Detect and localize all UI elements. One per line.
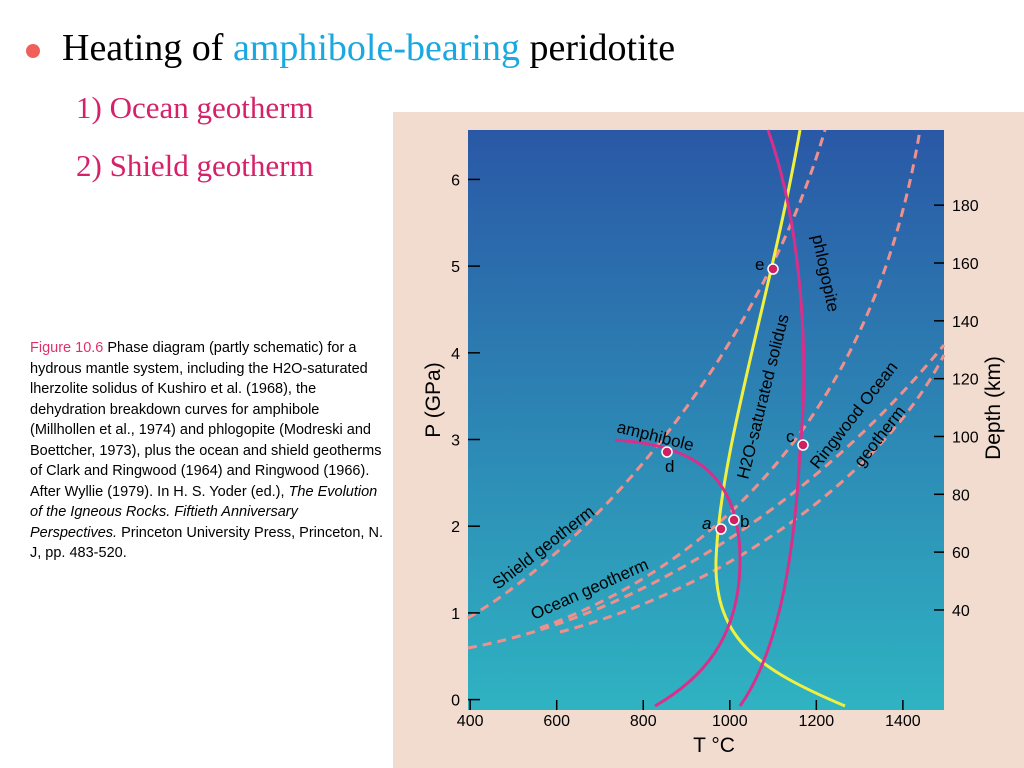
caption-italic: The Evolution of the Igneous Rocks. Fift… [30,483,378,541]
axis-label: Depth (km) [982,356,1005,460]
point-label: e [755,255,764,274]
bullet-dot [26,44,40,58]
point-label: a [702,514,711,533]
list-item: 1) Ocean geotherm [76,90,314,125]
tick-label: 2 [451,519,460,536]
tick-label: 1400 [885,713,921,730]
text: peridotite [519,27,676,69]
tick-label: 3 [451,433,460,450]
tick-label: 6 [451,172,460,189]
tick-label: 60 [952,545,970,562]
text: Heating of [62,27,233,69]
point-labels: a b c d e [665,255,795,533]
tick-label: 0 [451,693,460,710]
tick-label: 800 [630,713,657,730]
highlight: amphibole-bearing [232,27,520,69]
point-label: b [740,512,749,531]
tick-label: 1200 [799,713,835,730]
point-label: d [665,457,674,476]
tick-label: 100 [952,429,979,446]
axis-label: T °C [693,734,735,757]
tick-label: 400 [457,713,484,730]
caption-text: Princeton University Press, Princeton, N… [30,524,383,562]
caption: Figure 10.6 Phase diagram (partly schema… [30,338,386,564]
caption-text: Phase diagram (partly schematic) for a h… [30,340,382,500]
tick-label: 180 [952,198,979,215]
tick-label: 4 [451,346,460,363]
tick-label: 140 [952,314,979,331]
list-item: 2) Shield geotherm [76,148,314,183]
tick-label: 80 [952,487,970,504]
tick-label: 120 [952,372,979,389]
tick-label: 600 [543,713,570,730]
tick-label: 160 [952,256,979,273]
bullet-text: Heating of amphibole-bearing peridotite [62,26,675,70]
caption-label: Figure 10.6 [30,340,104,356]
points [661,263,809,535]
axis-label: P (GPa) [422,362,445,437]
geotherms [467,129,946,650]
tick-label: 40 [952,603,970,620]
tick-label: 1 [451,606,460,623]
plot-area [468,130,944,710]
tick-label: 5 [451,259,460,276]
tick-label: 1000 [712,713,748,730]
point-label: c [786,427,795,446]
amphibole-curve [614,438,742,708]
